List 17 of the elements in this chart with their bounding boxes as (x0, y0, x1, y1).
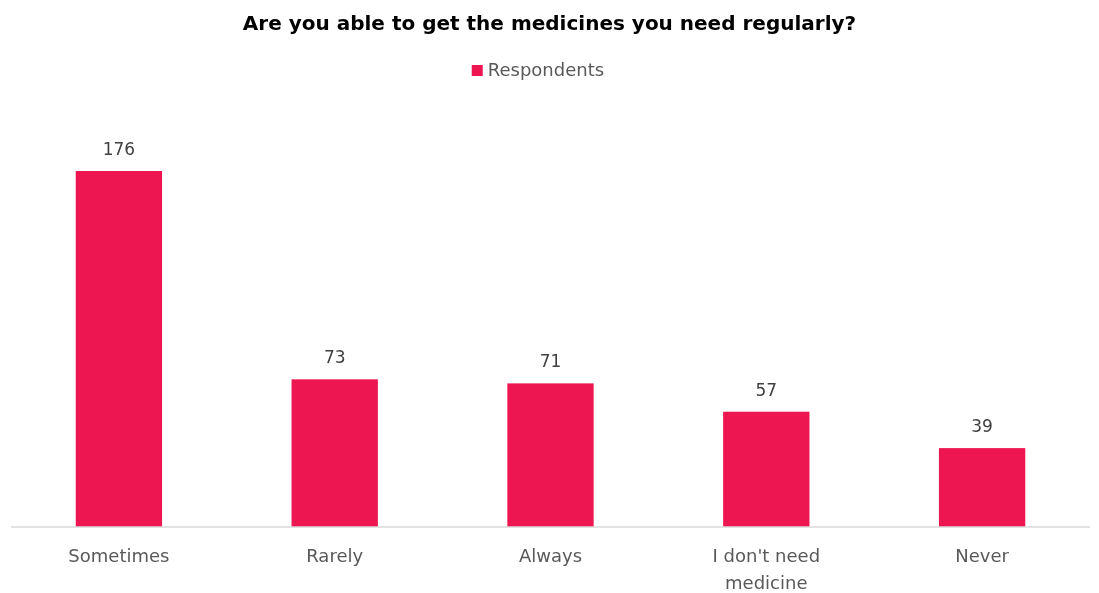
bar (507, 383, 594, 527)
data-label: 71 (539, 351, 562, 372)
data-label: 73 (323, 347, 346, 368)
x-tick-label: Rarely (306, 545, 364, 566)
chart-title: Are you able to get the medicines you need regularly? (242, 11, 857, 35)
bar (723, 411, 810, 527)
data-label: 39 (971, 416, 993, 437)
x-tick-label: Always (518, 545, 583, 566)
bar (291, 379, 378, 527)
x-tick-label: Never (955, 545, 1010, 566)
data-label: 176 (102, 139, 136, 159)
bar (75, 171, 163, 527)
x-tick-label: I don't need medicine (712, 545, 821, 593)
x-tick-label: Sometimes (68, 545, 170, 566)
bar (938, 448, 1026, 527)
legend-label: Respondents (487, 59, 605, 80)
data-label: 57 (755, 379, 778, 400)
